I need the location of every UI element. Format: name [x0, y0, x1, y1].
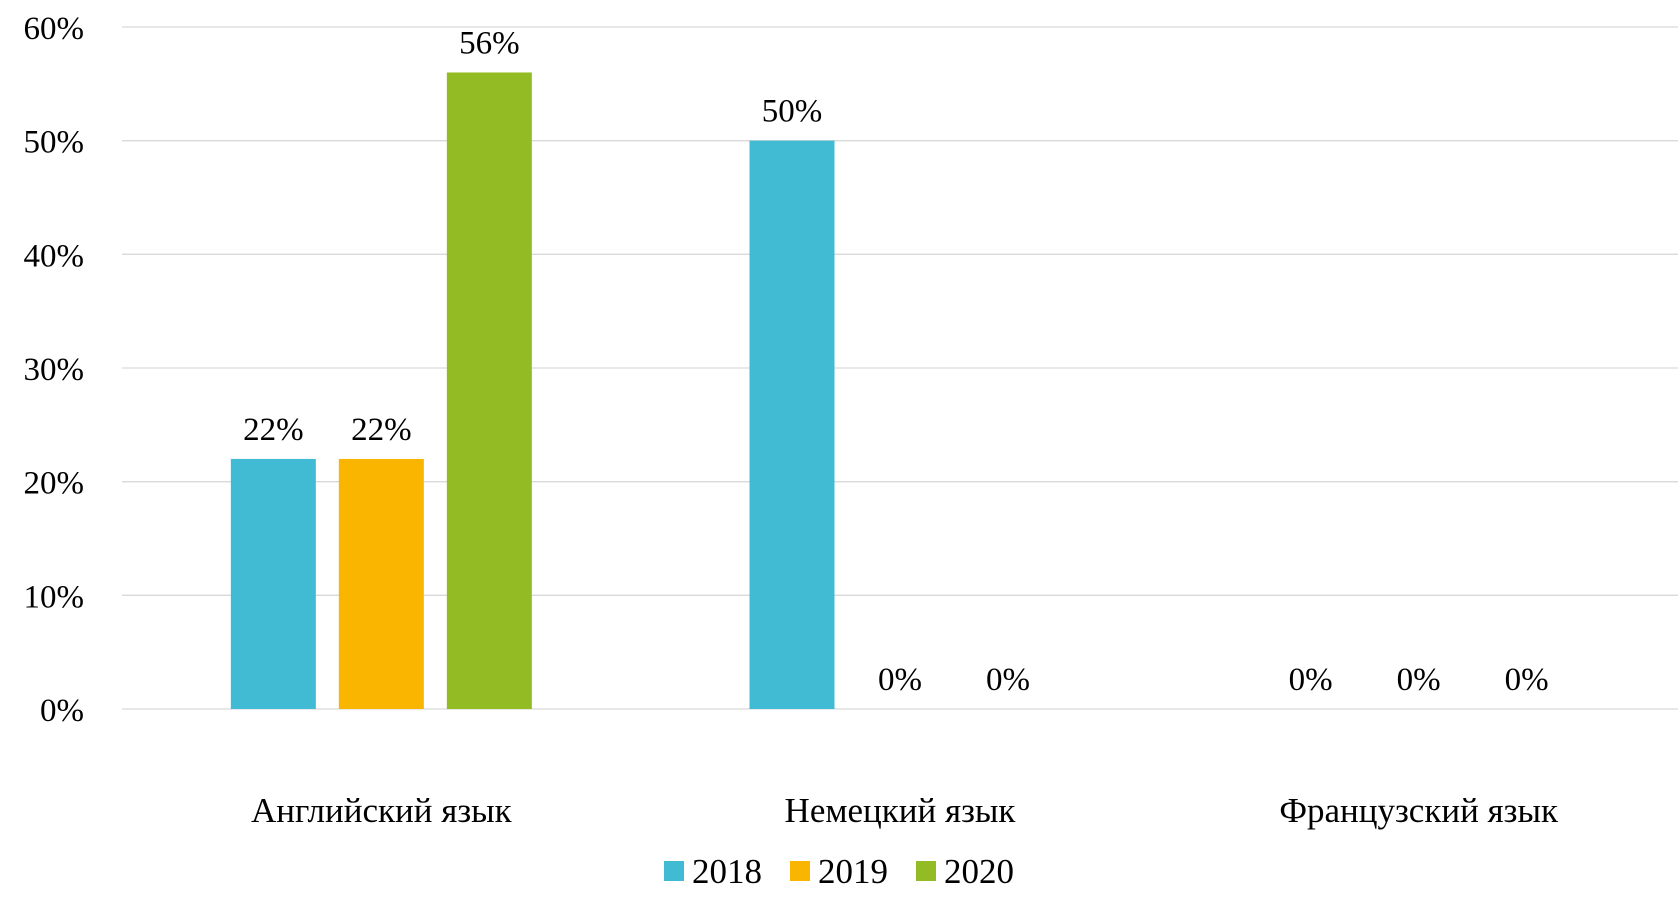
data-label: 22%: [351, 412, 412, 448]
legend-swatch: [790, 861, 810, 881]
data-label: 56%: [459, 25, 520, 61]
data-label: 0%: [1397, 662, 1441, 698]
data-label: 50%: [762, 94, 823, 130]
bar-2019-0: [338, 458, 424, 709]
legend-swatch: [664, 861, 684, 881]
legend-item-2019: 2019: [790, 852, 888, 891]
legend-item-2020: 2020: [916, 852, 1014, 891]
y-tick-label: 50%: [24, 125, 85, 161]
y-tick-label: 60%: [24, 11, 85, 47]
data-labels: 22% 22% 56% 50% 0% 0% 0% 0% 0%: [243, 25, 1549, 698]
x-axis-category-labels: Английский язык Немецкий язык Французский …: [251, 791, 1559, 830]
y-tick-label: 20%: [24, 466, 85, 502]
data-label: 22%: [243, 412, 304, 448]
bar-2018-0: [230, 458, 316, 709]
legend-label: 2020: [944, 852, 1014, 891]
legend-label: 2019: [818, 852, 888, 891]
bar-2018-1: [749, 140, 835, 709]
y-tick-label: 10%: [24, 579, 85, 615]
data-label: 0%: [878, 662, 922, 698]
y-tick-label: 0%: [40, 693, 84, 729]
y-tick-label: 40%: [24, 238, 85, 274]
y-axis-tick-labels: 0% 10% 20% 30% 40% 50% 60%: [24, 11, 85, 729]
y-tick-label: 30%: [24, 352, 85, 388]
legend-label: 2018: [692, 852, 762, 891]
x-category-label: Английский язык: [251, 791, 513, 830]
x-category-label: Немецкий язык: [785, 791, 1017, 830]
data-label: 0%: [1289, 662, 1333, 698]
bars: [230, 72, 835, 709]
legend-swatch: [916, 861, 936, 881]
data-label: 0%: [986, 662, 1030, 698]
x-category-label: Французский язык: [1279, 791, 1559, 830]
legend-item-2018: 2018: [664, 852, 762, 891]
legend: 2018 2019 2020: [664, 852, 1014, 891]
bar-2020-0: [446, 72, 532, 709]
data-label: 0%: [1505, 662, 1549, 698]
